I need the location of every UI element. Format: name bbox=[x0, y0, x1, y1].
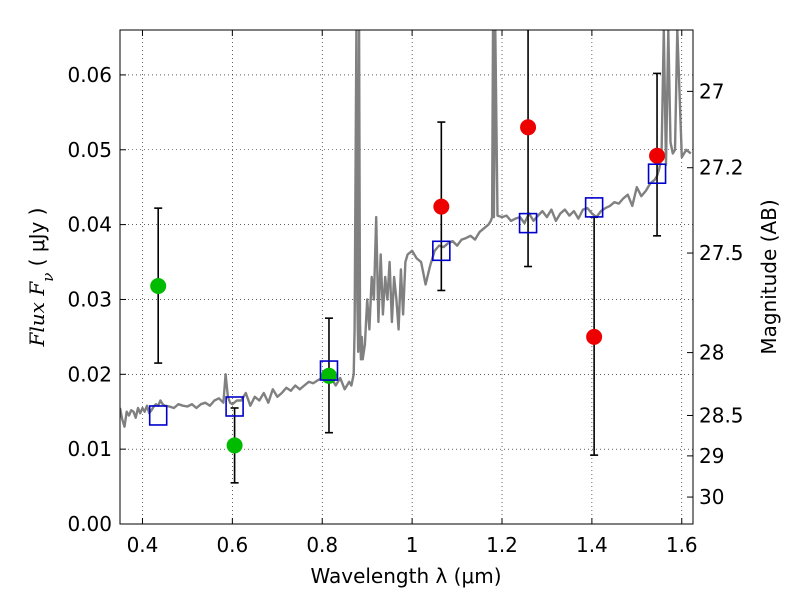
x-axis-label: Wavelength λ (μm) bbox=[310, 564, 501, 588]
data-markers bbox=[148, 119, 667, 454]
model-photometry-square bbox=[647, 163, 667, 185]
green-data-point bbox=[150, 277, 167, 294]
y2-tick-label: 27.5 bbox=[699, 241, 744, 265]
model-photometry-square bbox=[319, 360, 339, 381]
model-photometry-square bbox=[518, 212, 538, 234]
y-tick-label: 0.05 bbox=[67, 138, 112, 162]
y2-tick-label: 29 bbox=[699, 444, 724, 468]
x-tick-label: 0.8 bbox=[306, 533, 338, 557]
red-data-point bbox=[520, 119, 537, 136]
model-photometry-square bbox=[432, 240, 451, 262]
y2-tick-label: 28.5 bbox=[699, 403, 744, 427]
y-axis-label-main: Flux F bbox=[25, 281, 49, 348]
y2-tick-label: 27.2 bbox=[699, 156, 744, 180]
model-spectrum-line bbox=[120, 30, 692, 428]
red-data-point bbox=[649, 147, 666, 164]
y-tick-label: 0.01 bbox=[67, 437, 112, 461]
x-tick-label: 1 bbox=[406, 533, 419, 557]
y2-axis-label: Magnitude (AB) bbox=[757, 199, 781, 354]
y-axis-label: Flux Fν ( μJy ) bbox=[25, 208, 57, 348]
plot-background bbox=[120, 30, 693, 524]
x-tick-label: 1.6 bbox=[666, 533, 698, 557]
y-tick-label: 0.04 bbox=[67, 213, 112, 237]
y2-tick-label: 27 bbox=[699, 79, 724, 103]
model-photometry-square bbox=[584, 197, 604, 218]
x-tick-label: 1.4 bbox=[576, 533, 608, 557]
y-tick-label: 0.03 bbox=[67, 287, 112, 311]
x-tick-label: 0.4 bbox=[127, 533, 159, 557]
error-bars bbox=[154, 30, 662, 484]
y-tick-label: 0.06 bbox=[67, 63, 112, 87]
y-axis-label-sub: ν bbox=[39, 273, 57, 282]
x-tick-label: 0.6 bbox=[216, 533, 248, 557]
y-axis-label-unit: ( μJy ) bbox=[25, 208, 49, 273]
plot-area bbox=[120, 30, 692, 428]
red-data-point bbox=[586, 328, 603, 345]
y2-tick-label: 28 bbox=[699, 341, 724, 365]
x-tick-label: 1.2 bbox=[486, 533, 518, 557]
model-photometry-square bbox=[225, 396, 244, 417]
y2-tick-label: 30 bbox=[699, 485, 724, 509]
y-tick-label: 0.00 bbox=[67, 512, 112, 536]
plot-frame bbox=[119, 29, 694, 525]
model-photometry-square bbox=[148, 405, 168, 426]
axis-ticks: 0.4 0.6 0.8 1 1.2 1.4 1.6 0.00 0.01 0.02 0.03 0.04 0… bbox=[67, 30, 744, 557]
red-data-point bbox=[433, 198, 450, 215]
y-tick-label: 0.02 bbox=[67, 362, 112, 386]
green-data-point bbox=[320, 367, 337, 384]
green-data-point bbox=[226, 437, 243, 454]
